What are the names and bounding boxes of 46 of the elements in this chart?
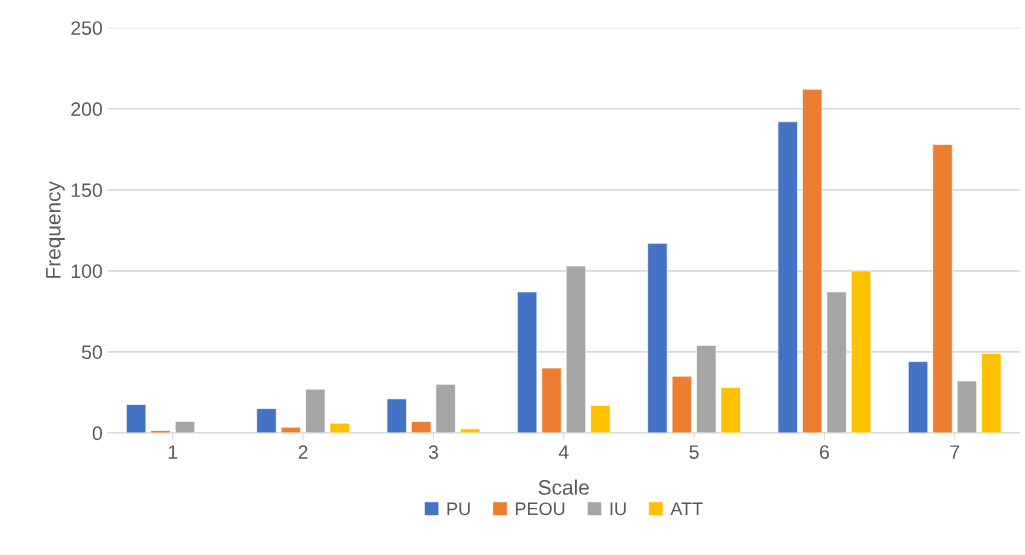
y-tick-label: 250 — [71, 21, 103, 35]
legend-label: PEOU — [515, 502, 565, 516]
bar — [696, 345, 717, 433]
bar — [671, 375, 692, 433]
bar — [305, 388, 326, 433]
bar — [256, 408, 277, 433]
legend-label: IU — [610, 502, 626, 516]
x-tick-label: 2 — [298, 445, 308, 459]
bar — [459, 428, 481, 433]
bar — [329, 422, 350, 433]
legend-label: ATT — [670, 502, 703, 515]
bar — [850, 270, 872, 433]
bar — [411, 421, 432, 433]
x-tick-label: 6 — [819, 445, 829, 459]
y-tick-label: 200 — [71, 102, 103, 117]
bar — [565, 265, 587, 433]
bar — [516, 291, 538, 433]
bar — [907, 361, 929, 433]
bar — [981, 353, 1002, 433]
x-tick-label: 5 — [689, 445, 699, 459]
legend-label: PU — [447, 502, 470, 516]
y-tick-label: 150 — [71, 183, 103, 198]
bar — [932, 144, 953, 433]
x-tick-label: 7 — [950, 445, 960, 459]
x-tick-label: 1 — [168, 445, 178, 459]
bar — [541, 367, 562, 433]
bar — [590, 405, 611, 433]
y-tick-label: 0 — [92, 426, 102, 441]
bar — [956, 380, 978, 433]
y-tick-label: 50 — [81, 345, 103, 360]
bar — [280, 426, 302, 433]
bar — [386, 398, 407, 433]
bar — [435, 383, 456, 433]
x-tick-label: 4 — [558, 445, 569, 459]
x-axis-title: Scale — [538, 479, 589, 495]
bar — [826, 291, 847, 433]
bar — [174, 421, 196, 433]
bar — [802, 88, 823, 433]
y-axis-title: Frequency — [46, 181, 65, 278]
bar — [777, 121, 798, 433]
bar — [720, 387, 741, 433]
bar — [150, 430, 171, 433]
bar — [647, 242, 668, 433]
y-tick-label: 100 — [71, 264, 103, 279]
x-tick-label: 3 — [428, 445, 438, 459]
bar — [126, 404, 147, 433]
